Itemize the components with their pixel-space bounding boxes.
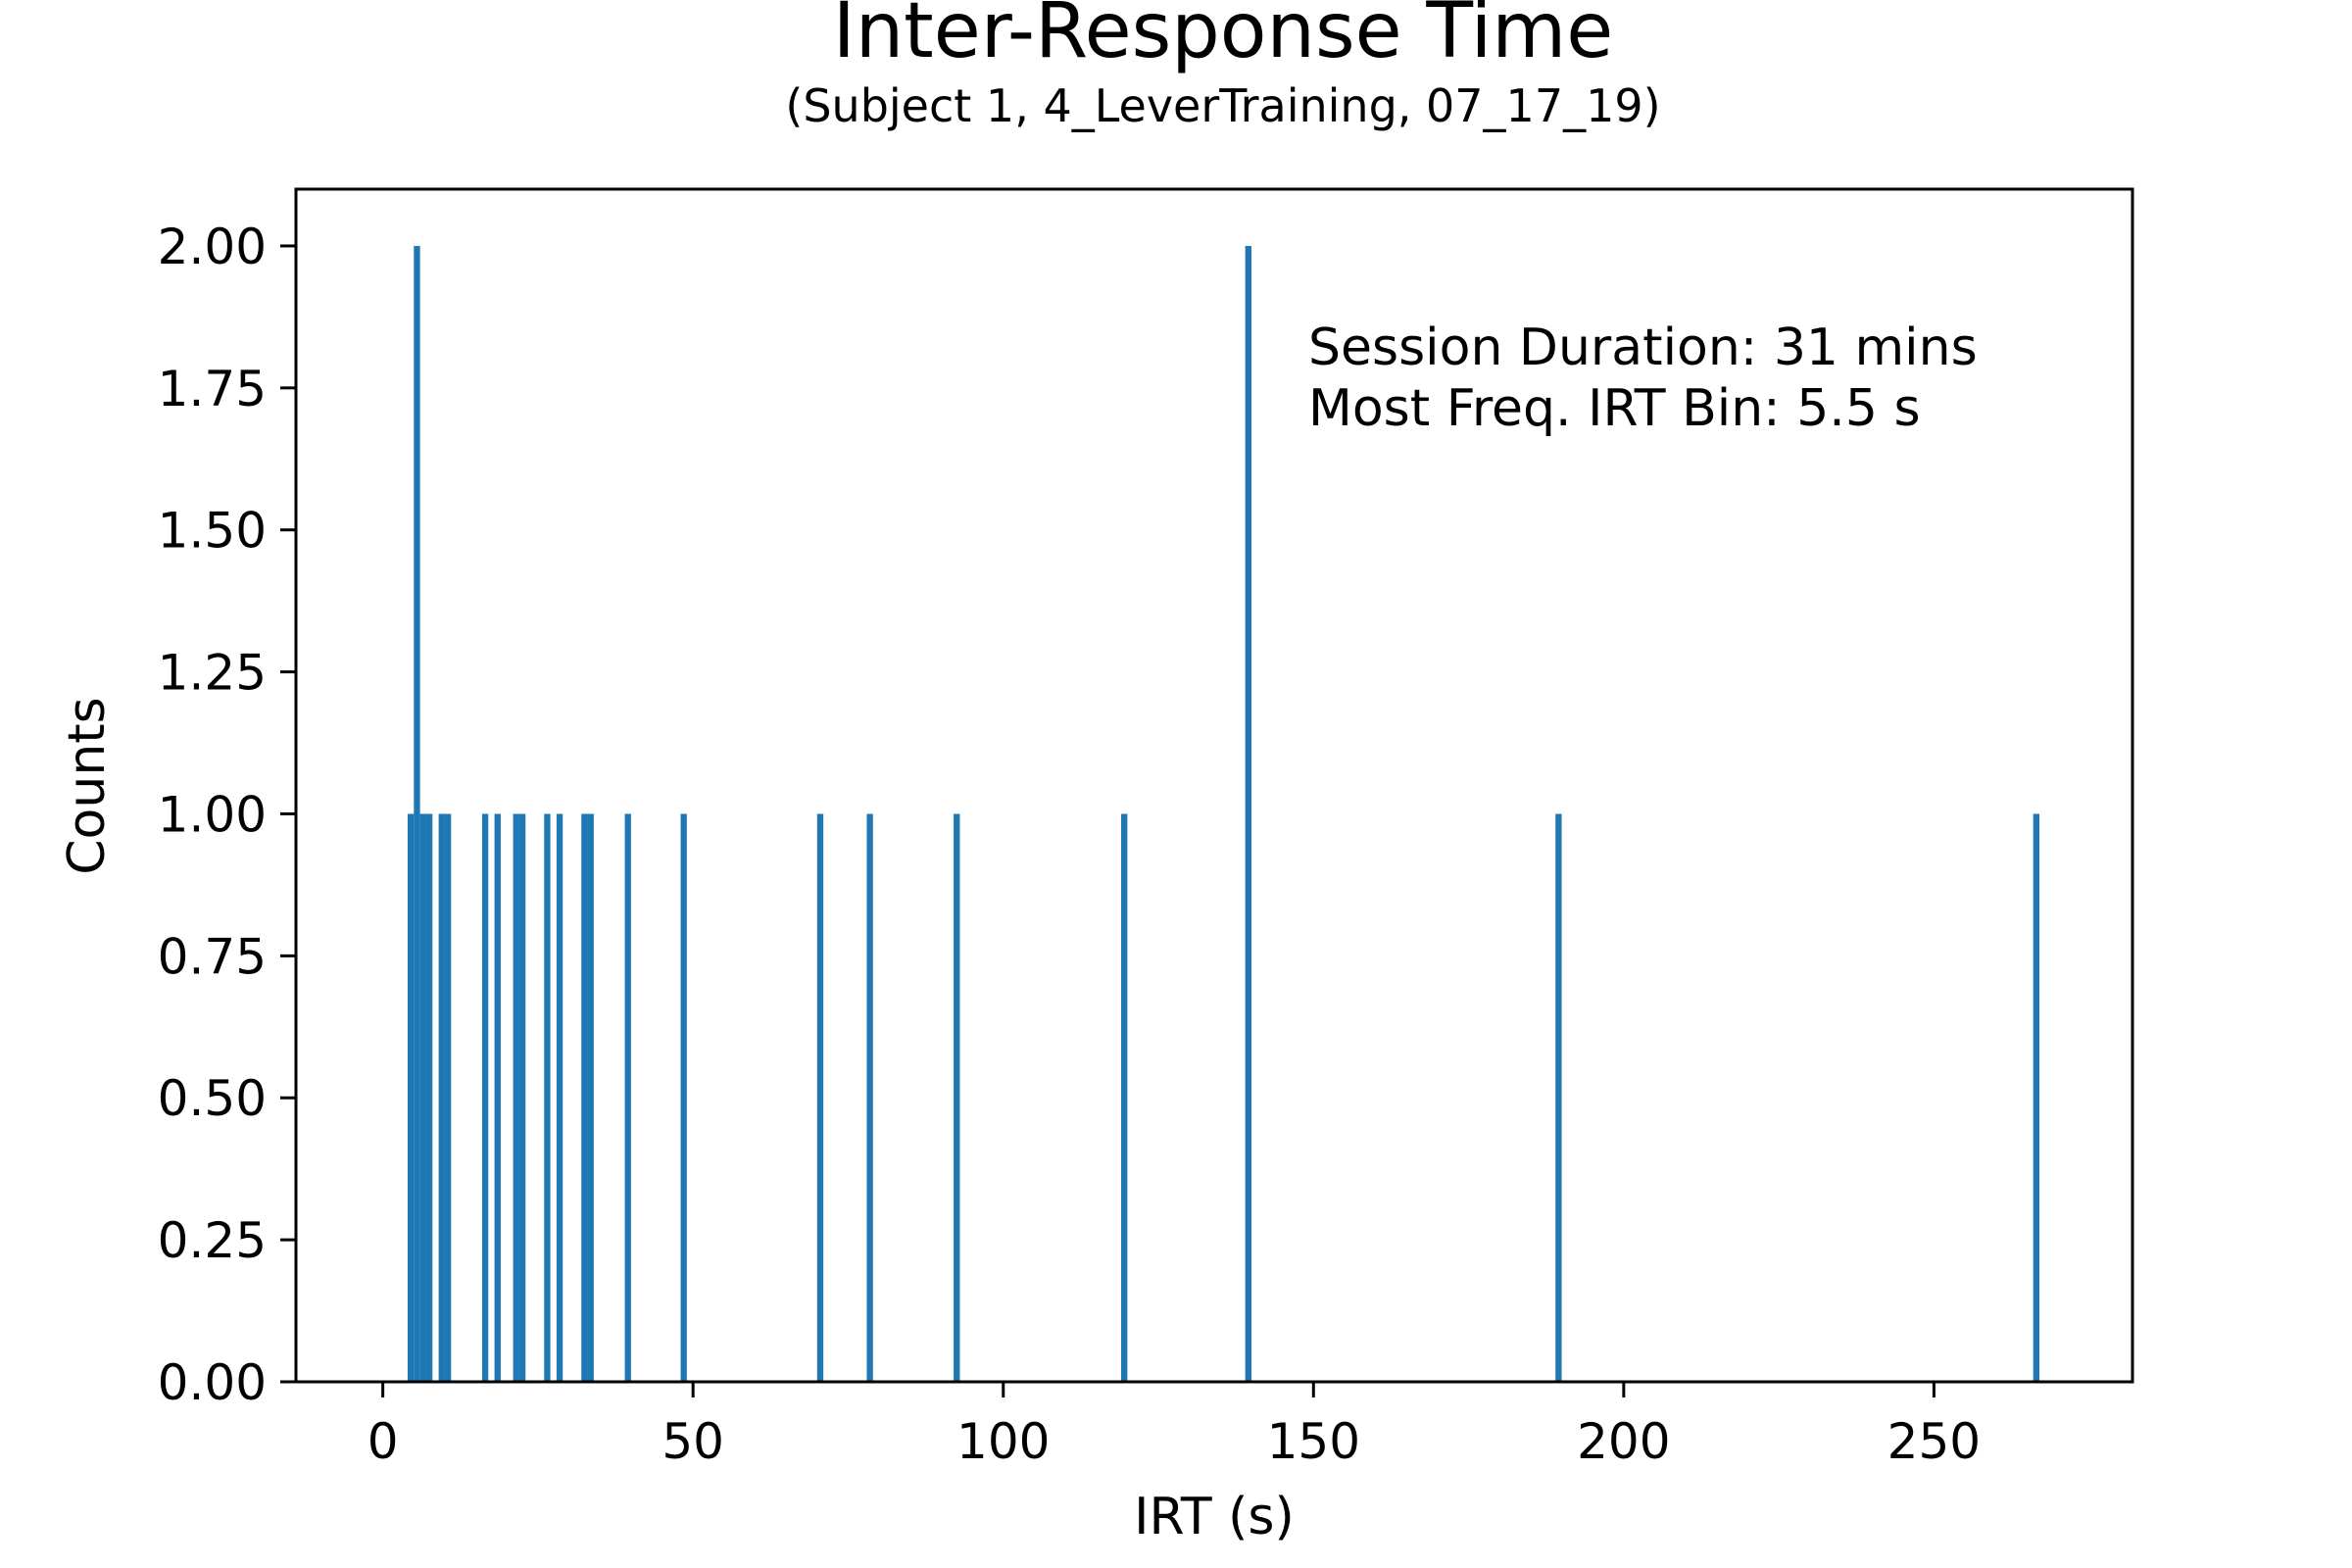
histogram-bar <box>1245 245 1251 1382</box>
y-tick-label: 1.75 <box>158 361 267 417</box>
x-tick-label: 0 <box>368 1413 399 1470</box>
histogram-bar <box>556 813 564 1382</box>
x-axis-label: IRT (s) <box>1134 1488 1295 1546</box>
histogram-bar <box>444 813 452 1382</box>
y-tick-label: 1.25 <box>158 645 267 702</box>
annotation-session-duration: Session Duration: 31 mins <box>1308 318 1978 377</box>
histogram-bar <box>419 813 426 1382</box>
histogram-bar <box>581 813 588 1382</box>
histogram-bar <box>481 813 489 1382</box>
histogram-bar <box>414 245 420 1382</box>
histogram-bar <box>816 813 824 1382</box>
histogram-bar <box>494 813 501 1382</box>
histogram-bar <box>407 813 415 1382</box>
x-tick-label: 50 <box>662 1413 724 1470</box>
histogram-bar <box>513 813 519 1382</box>
y-tick-label: 0.75 <box>158 928 267 985</box>
histogram-bar <box>2033 813 2040 1382</box>
y-tick-label: 0.50 <box>158 1070 267 1127</box>
histogram-bar <box>587 813 594 1382</box>
y-tick-label: 0.00 <box>158 1354 267 1411</box>
histogram-bar <box>624 813 631 1382</box>
x-tick-label: 250 <box>1887 1413 1981 1470</box>
x-tick-label: 200 <box>1577 1413 1670 1470</box>
histogram-bar <box>954 813 960 1382</box>
annotation-most-freq-irt-bin: Most Freq. IRT Bin: 5.5 s <box>1308 379 1921 438</box>
histogram-bar <box>1555 813 1562 1382</box>
x-tick-label: 100 <box>956 1413 1050 1470</box>
y-tick-label: 2.00 <box>158 219 267 275</box>
y-axis-label: Counts <box>58 697 117 875</box>
bars-layer <box>407 245 2040 1382</box>
histogram-bar <box>1121 813 1128 1382</box>
y-tick-label: 1.50 <box>158 503 267 560</box>
histogram-bar <box>866 813 873 1382</box>
histogram-bar <box>544 813 551 1382</box>
y-tick-label: 1.00 <box>158 786 267 843</box>
histogram-bar <box>518 813 526 1382</box>
histogram-bar <box>425 813 433 1382</box>
plot-frame <box>294 187 2134 1384</box>
chart-title: Inter-Response Time <box>833 0 1614 75</box>
histogram-bar <box>438 813 445 1382</box>
x-axis: 0 50 100 150 200 250 <box>368 1382 1981 1470</box>
chart-subtitle: (Subject 1, 4_LeverTraining, 07_17_19) <box>785 79 1660 132</box>
x-tick-label: 150 <box>1267 1413 1360 1470</box>
y-axis: 0.00 0.25 0.50 0.75 1.00 1.25 1.50 1.75 2.00 <box>158 219 296 1411</box>
histogram-bar <box>680 813 687 1382</box>
y-tick-label: 0.25 <box>158 1212 267 1269</box>
